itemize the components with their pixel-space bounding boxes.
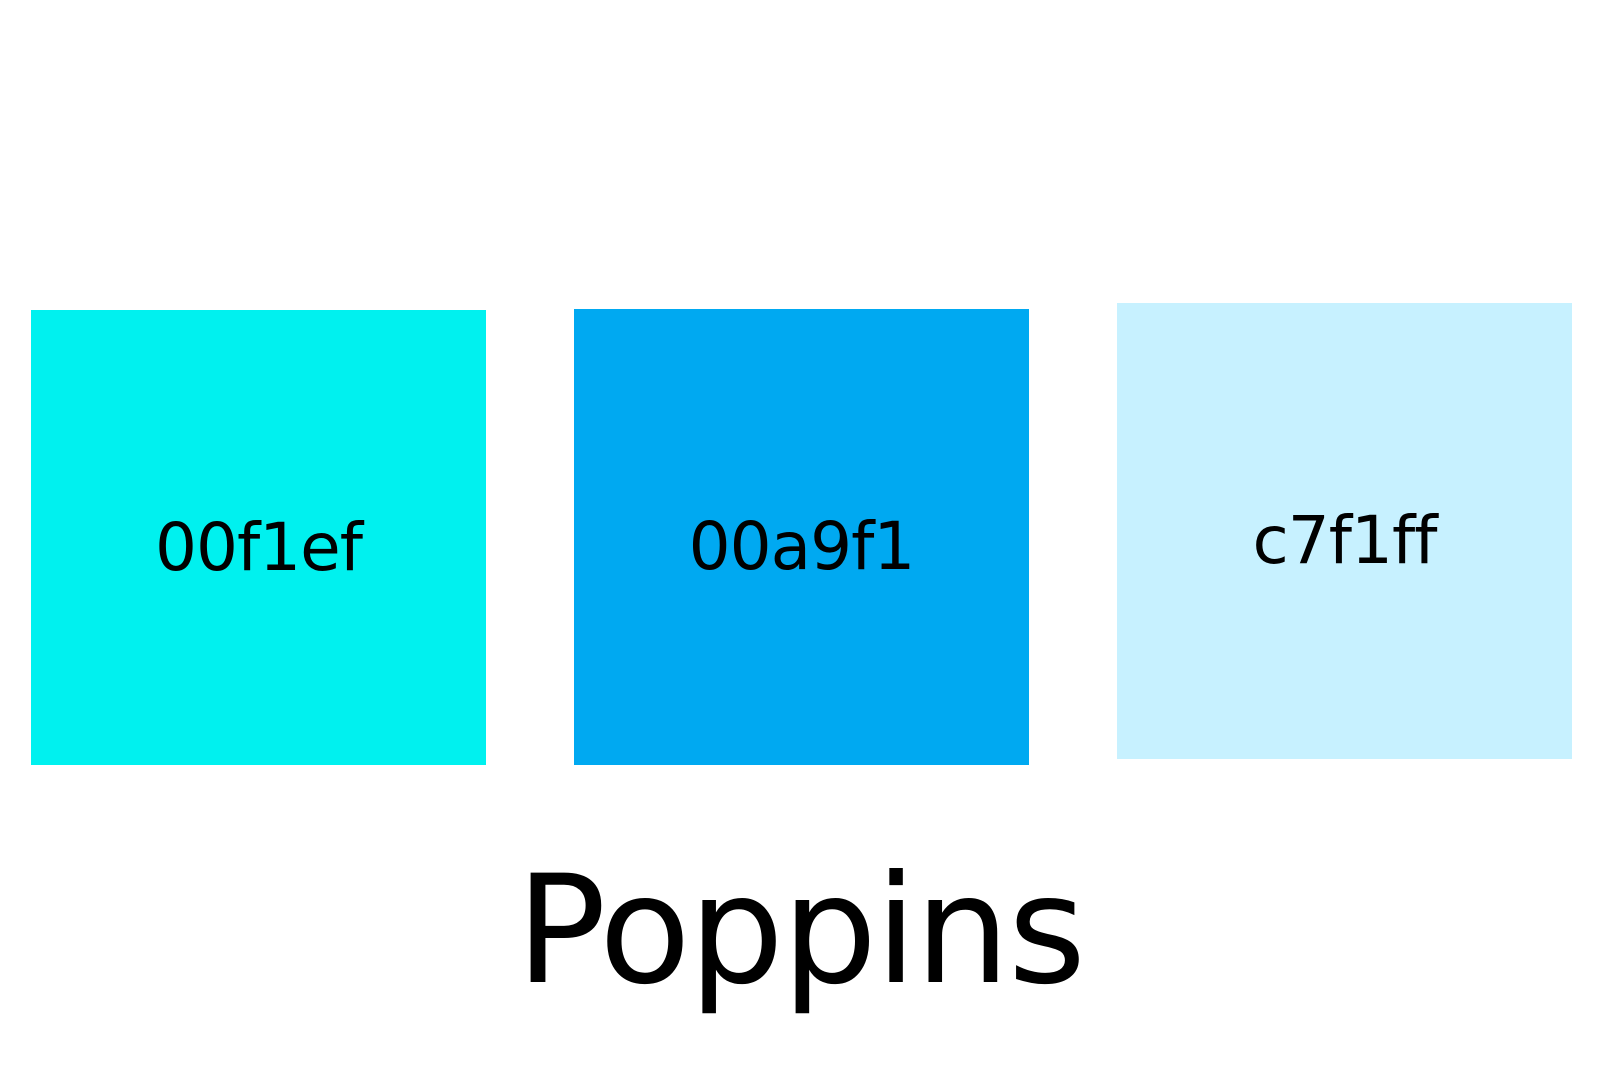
swatch-hex-label: 00a9f1 [688, 508, 916, 585]
swatch-hex-label: c7f1ff [1252, 502, 1438, 579]
font-name-title: Poppins [515, 844, 1086, 1018]
color-swatch-1: 00f1ef [31, 310, 486, 765]
color-swatch-2: 00a9f1 [574, 309, 1029, 765]
swatch-hex-label: 00f1ef [154, 508, 363, 586]
color-swatch-3: c7f1ff [1117, 303, 1572, 759]
